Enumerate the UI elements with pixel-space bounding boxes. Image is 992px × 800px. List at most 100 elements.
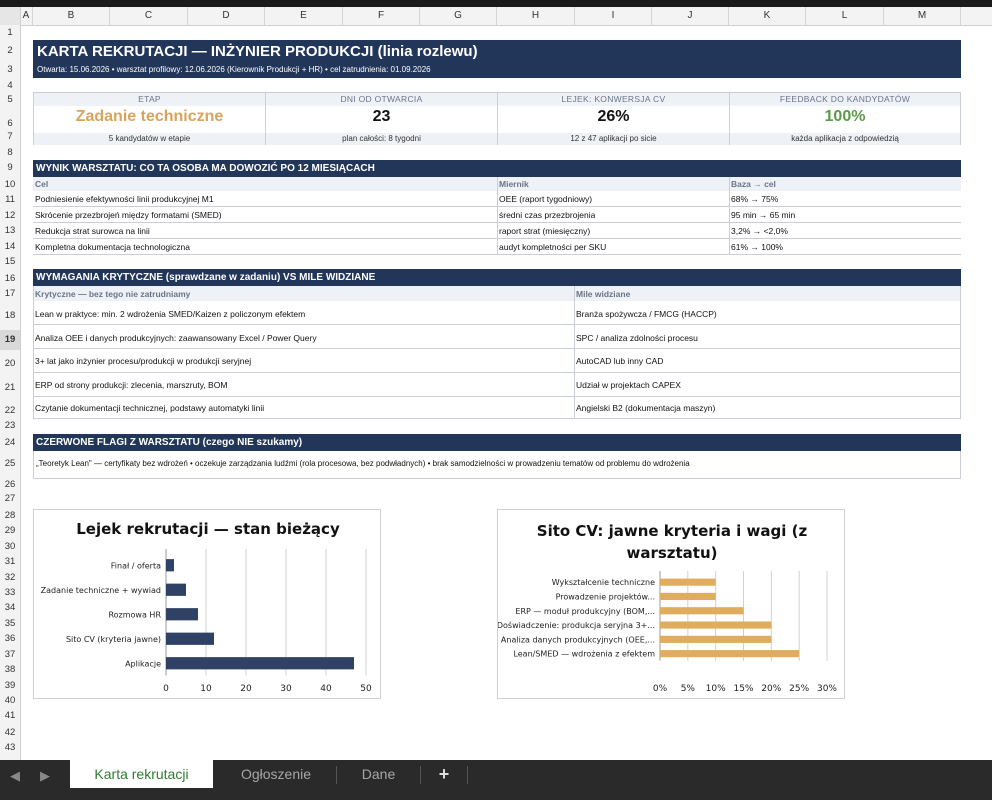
row-header-34[interactable]: 34 <box>4 602 16 613</box>
column-header-b[interactable]: B <box>33 7 110 25</box>
col-divider <box>497 177 498 255</box>
category-label: Aplikacje <box>125 659 161 668</box>
row-header-19[interactable]: 19 <box>0 330 20 350</box>
table-cell[interactable]: 3+ lat jako inżynier procesu/produkcji w… <box>35 356 252 366</box>
row-header-41[interactable]: 41 <box>4 710 16 721</box>
row-header-26[interactable]: 26 <box>4 479 16 490</box>
row-header-13[interactable]: 13 <box>4 225 16 236</box>
table-cell[interactable]: Podniesienie efektywności linii produkcy… <box>35 194 214 204</box>
table-cell[interactable]: Czytanie dokumentacji technicznej, podst… <box>35 403 265 413</box>
row-header-22[interactable]: 22 <box>4 405 16 416</box>
row-header-7[interactable]: 7 <box>7 131 13 142</box>
table-cell[interactable]: ERP od strony produkcji: zlecenia, marsz… <box>35 380 228 390</box>
table-cell[interactable]: audyt kompletności per SKU <box>499 242 607 252</box>
row-header-20[interactable]: 20 <box>4 358 16 369</box>
row-header-35[interactable]: 35 <box>4 618 16 629</box>
bar <box>166 657 354 670</box>
row-header-28[interactable]: 28 <box>4 510 16 521</box>
table-cell[interactable]: Udział w projektach CAPEX <box>576 380 681 390</box>
column-header-l[interactable]: L <box>806 7 884 25</box>
table-cell[interactable]: 3,2% → <2,0% <box>731 226 788 236</box>
column-header-d[interactable]: D <box>188 7 265 25</box>
tab-karta-rekrutacji[interactable]: Karta rekrutacji <box>70 760 213 788</box>
table-cell[interactable]: Kompletna dokumentacja technologiczna <box>35 242 190 252</box>
row-header-23[interactable]: 23 <box>4 420 16 431</box>
row-header-30[interactable]: 30 <box>4 541 16 552</box>
column-header-a[interactable]: A <box>20 7 33 25</box>
col-divider <box>960 286 961 419</box>
table-cell[interactable]: OEE (raport tygodniowy) <box>499 194 593 204</box>
table-cell[interactable]: SPC / analiza zdolności procesu <box>576 333 698 343</box>
table-cell[interactable]: 61% → 100% <box>731 242 783 252</box>
row-header-29[interactable]: 29 <box>4 525 16 536</box>
row-header-39[interactable]: 39 <box>4 680 16 691</box>
tab-ogloszenie[interactable]: Ogłoszenie <box>240 766 312 782</box>
row-header-27[interactable]: 27 <box>4 493 16 504</box>
table-cell[interactable]: 68% → 75% <box>731 194 779 204</box>
table-cell[interactable]: 95 min → 65 min <box>731 210 796 220</box>
row-header-15[interactable]: 15 <box>4 256 16 267</box>
row-header-38[interactable]: 38 <box>4 664 16 675</box>
row-header-36[interactable]: 36 <box>4 633 16 644</box>
row-header-18[interactable]: 18 <box>4 310 16 321</box>
row-header-5[interactable]: 5 <box>7 94 13 105</box>
row-header-16[interactable]: 16 <box>4 273 16 284</box>
col-header-krytyczne: Krytyczne — bez tego nie zatrudniamy <box>35 289 191 299</box>
row-header-4[interactable]: 4 <box>7 80 13 91</box>
row-header-42[interactable]: 42 <box>4 727 16 738</box>
category-label: Rozmowa HR <box>108 610 161 619</box>
kpi-card-lejek: LEJEK: KONWERSJA CV 26% 12 z 47 aplikacj… <box>497 92 730 145</box>
row-header-1[interactable]: 1 <box>7 27 13 38</box>
table-cell[interactable]: Lean w praktyce: min. 2 wdrożenia SMED/K… <box>35 309 306 319</box>
select-all-corner[interactable] <box>0 7 21 25</box>
table-cell[interactable]: raport strat (miesięczny) <box>499 226 591 236</box>
row-header-14[interactable]: 14 <box>4 241 16 252</box>
chart-funnel[interactable]: Lejek rekrutacji — stan bieżący 0 10 20 30 4… <box>33 509 381 699</box>
scroll-left-icon[interactable]: ◀ <box>10 768 20 783</box>
column-header-j[interactable]: J <box>652 7 729 25</box>
section-header-wynik: WYNIK WARSZTATU: CO TA OSOBA MA DOWOZIĆ … <box>33 160 961 177</box>
column-header-k[interactable]: K <box>729 7 806 25</box>
row-header-17[interactable]: 17 <box>4 288 16 299</box>
table-cell[interactable]: średni czas przezbrojenia <box>499 210 596 220</box>
chart-sito-cv[interactable]: Sito CV: jawne kryteria i wagi (z warszt… <box>497 509 845 699</box>
row-header-12[interactable]: 12 <box>4 210 16 221</box>
kpi-subtext: 12 z 47 aplikacji po sicie <box>498 133 729 145</box>
row-header-11[interactable]: 11 <box>5 194 15 205</box>
row-header-9[interactable]: 9 <box>7 162 13 173</box>
category-label: Zadanie techniczne + wywiad <box>41 586 161 595</box>
table-cell[interactable]: Skrócenie przezbrojeń między formatami (… <box>35 210 222 220</box>
row-header-21[interactable]: 21 <box>4 382 16 393</box>
column-header-e[interactable]: E <box>265 7 343 25</box>
column-header-i[interactable]: I <box>575 7 652 25</box>
row-header-37[interactable]: 37 <box>4 649 16 660</box>
add-sheet-button[interactable]: + <box>438 764 450 784</box>
column-header-m[interactable]: M <box>884 7 961 25</box>
row-header-24[interactable]: 24 <box>4 437 16 448</box>
column-header-c[interactable]: C <box>110 7 188 25</box>
row-header-43[interactable]: 43 <box>4 742 16 753</box>
section-header-flagi: CZERWONE FLAGI Z WARSZTATU (czego NIE sz… <box>33 434 961 451</box>
red-flags-text[interactable]: „Teoretyk Lean" — certyfikaty bez wdroże… <box>36 459 690 468</box>
row-header-33[interactable]: 33 <box>4 587 16 598</box>
table-cell[interactable]: Redukcja strat surowca na linii <box>35 226 150 236</box>
table-cell[interactable]: Angielski B2 (dokumentacja maszyn) <box>576 403 716 413</box>
row-header-32[interactable]: 32 <box>4 572 16 583</box>
column-header-f[interactable]: F <box>343 7 420 25</box>
column-header-g[interactable]: G <box>420 7 497 25</box>
table-cell[interactable]: Analiza OEE i danych produkcyjnych: zaaw… <box>35 333 317 343</box>
row-header-8[interactable]: 8 <box>7 147 13 158</box>
tab-dane[interactable]: Dane <box>361 766 396 782</box>
row-header-31[interactable]: 31 <box>4 556 16 567</box>
row-header-2[interactable]: 2 <box>7 45 13 56</box>
column-header-h[interactable]: H <box>497 7 575 25</box>
row-header-25[interactable]: 25 <box>4 458 16 469</box>
row-header-10[interactable]: 10 <box>4 179 16 190</box>
row-header-40[interactable]: 40 <box>4 695 16 706</box>
kpi-label: ETAP <box>34 93 265 106</box>
scroll-right-icon[interactable]: ▶ <box>40 768 50 783</box>
table-cell[interactable]: Branża spożywcza / FMCG (HACCP) <box>576 309 717 319</box>
row-header-3[interactable]: 3 <box>7 64 13 75</box>
row-header-6[interactable]: 6 <box>7 118 13 129</box>
table-cell[interactable]: AutoCAD lub inny CAD <box>576 356 664 366</box>
